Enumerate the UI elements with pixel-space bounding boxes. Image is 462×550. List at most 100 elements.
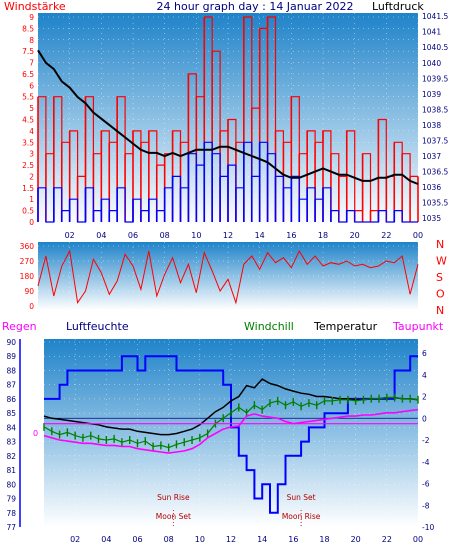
temperature-humidity-panel: Regen Luftfeuchte Windchill Temperatur T… [2, 320, 444, 544]
time-tick-label: 12 [223, 231, 233, 240]
temperature-plot-area [44, 339, 418, 527]
wind-strength-tick-label: 8 [29, 36, 34, 45]
pressure-line [37, 49, 419, 185]
pressure-tick-label: 1035.5 [422, 199, 448, 208]
pressure-tick-label: 1041 [422, 28, 441, 37]
time-tick-label: 00 [413, 231, 423, 240]
wind-direction-line [37, 249, 419, 305]
time-tick-label: 22 [381, 231, 391, 240]
time-tick-label: 10 [191, 231, 201, 240]
dewpoint-label: Taupunkt [392, 320, 444, 333]
wind-strength-tick-label: 2 [29, 172, 34, 181]
pressure-tick-label: 1038.5 [422, 105, 448, 114]
pressure-label: Luftdruck [372, 0, 424, 13]
time-tick-label: 14 [255, 231, 265, 240]
time-tick-label: 18 [319, 535, 329, 544]
pressure-axis: 1035 1035.5 1036 1036.5 1037 1037.5 1038 1038.5… [422, 12, 448, 223]
wind-strength-tick-label: 6.5 [22, 70, 34, 79]
wind-strength-tick-label: 3 [29, 150, 34, 159]
windchill-label: Windchill [244, 320, 294, 333]
wind-strength-tick-label: 7 [29, 59, 34, 68]
wind-strength-tick-label: 1.5 [22, 184, 34, 193]
compass-label: N [436, 304, 444, 317]
wind-strength-tick-label: 1 [29, 195, 34, 204]
pressure-tick-label: 1036.5 [422, 168, 448, 177]
wind-strength-tick-label: 5 [29, 104, 34, 113]
time-tick-label: 06 [128, 231, 138, 240]
temperature-tick-label: 4 [422, 371, 427, 380]
humidity-tick-label: 78 [6, 509, 16, 518]
wind-direction-tick-label: 180 [20, 272, 35, 281]
wind-pressure-series [37, 16, 419, 223]
wind-strength-tick-label: 0.5 [22, 207, 34, 216]
pressure-tick-label: 1036 [422, 183, 441, 192]
astro-label: Sun Set [287, 493, 316, 502]
humidity-line [44, 355, 418, 514]
temperature-tick-label: -10 [422, 523, 434, 532]
wind-direction-tick-label: 270 [20, 257, 35, 266]
time-tick-label: 02 [65, 231, 75, 240]
wind-strength-label: Windstärke [4, 0, 66, 13]
rain-label: Regen [2, 320, 37, 333]
time-tick-label: 12 [226, 535, 236, 544]
wind-strength-tick-label: 8.5 [22, 24, 34, 33]
wind-strength-tick-label: 4 [29, 127, 34, 136]
wind-direction-tick-label: 0 [29, 302, 34, 311]
humidity-tick-label: 88 [6, 366, 16, 375]
time-tick-label: 14 [257, 535, 267, 544]
humidity-tick-label: 79 [6, 495, 16, 504]
time-axis-top: 02 04 06 08 10 12 14 16 18 20 22 00 [65, 231, 424, 240]
windchill-line [43, 397, 419, 449]
temperature-series [43, 355, 419, 514]
pressure-tick-label: 1039.5 [422, 74, 448, 83]
humidity-tick-label: 85 [6, 409, 16, 418]
pressure-tick-label: 1037 [422, 152, 441, 161]
time-tick-label: 16 [288, 535, 298, 544]
temperature-tick-label: -2 [422, 436, 430, 445]
temperature-label: Temperatur [313, 320, 378, 333]
wind-strength-tick-label: 6 [29, 81, 34, 90]
pressure-tick-label: 1035 [422, 214, 441, 223]
time-tick-label: 08 [164, 535, 174, 544]
time-tick-label: 20 [351, 535, 361, 544]
humidity-tick-label: 80 [6, 480, 16, 489]
time-tick-label: 22 [382, 535, 392, 544]
compass-label: O [436, 288, 445, 301]
wind-direction-series [37, 249, 419, 305]
wind-pressure-panel: Windstärke 24 hour graph day : 14 Januar… [4, 0, 448, 240]
temperature-tick-label: 0 [422, 414, 427, 423]
time-tick-label: 16 [286, 231, 296, 240]
wind-direction-tick-label: 360 [20, 242, 35, 251]
rain-zero-label: 0 [33, 429, 38, 438]
time-axis-bottom: 02 04 06 08 10 12 14 16 18 20 22 00 [70, 535, 423, 544]
time-tick-label: 00 [413, 535, 423, 544]
pressure-tick-label: 1041.5 [422, 12, 448, 21]
wind-gust-line [38, 16, 418, 212]
humidity-tick-label: 82 [6, 452, 16, 461]
wind-strength-tick-label: 4.5 [22, 116, 34, 125]
temperature-tick-label: 2 [422, 393, 427, 402]
humidity-tick-label: 81 [6, 466, 16, 475]
pressure-tick-label: 1039 [422, 90, 441, 99]
time-tick-label: 18 [318, 231, 328, 240]
wind-strength-tick-label: 5.5 [22, 93, 34, 102]
dewpoint-line [43, 408, 419, 454]
humidity-axis: 77 78 79 80 81 82 83 84 85 86 87 88 89 90 [6, 338, 21, 532]
time-tick-label: 02 [70, 535, 80, 544]
humidity-label: Luftfeuchte [66, 320, 129, 333]
pressure-tick-label: 1040.5 [422, 43, 448, 52]
temperature-axis: -10 -8 -6 -4 -2 0 2 4 6 [422, 349, 434, 532]
wind-direction-axis: 0 90 180 270 360 [20, 242, 35, 311]
wind-strength-tick-label: 2.5 [22, 161, 34, 170]
compass-label: W [436, 255, 447, 268]
wind-mean-line [38, 141, 418, 223]
pressure-tick-label: 1040 [422, 59, 441, 68]
compass-label: S [436, 271, 443, 284]
wind-strength-tick-label: 9 [29, 13, 34, 22]
time-tick-label: 20 [350, 231, 360, 240]
wind-direction-grid [38, 242, 419, 310]
wind-strength-tick-label: 7.5 [22, 47, 34, 56]
